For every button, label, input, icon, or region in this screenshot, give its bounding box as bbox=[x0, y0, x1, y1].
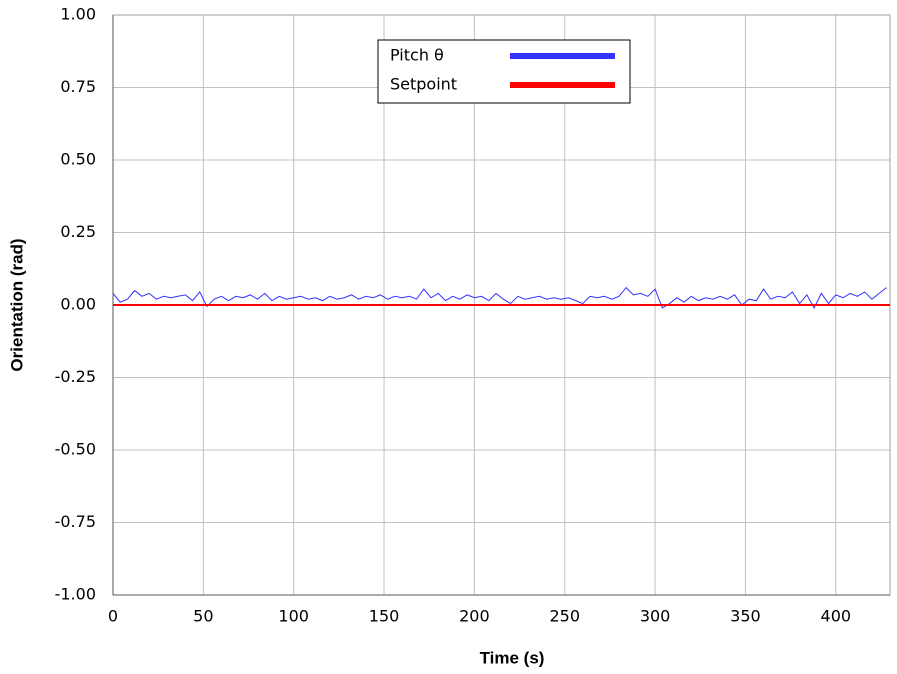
x-tick-label: 100 bbox=[278, 607, 309, 626]
x-tick-label: 150 bbox=[369, 607, 400, 626]
legend-label: Pitch θ bbox=[390, 46, 444, 65]
x-tick-label: 50 bbox=[193, 607, 213, 626]
x-tick-label: 300 bbox=[640, 607, 671, 626]
x-tick-label: 400 bbox=[821, 607, 852, 626]
x-tick-label: 350 bbox=[730, 607, 761, 626]
x-tick-label: 200 bbox=[459, 607, 490, 626]
y-tick-label: 0.75 bbox=[60, 77, 96, 96]
data-line bbox=[112, 286, 887, 309]
y-tick-label: -1.00 bbox=[55, 585, 96, 604]
y-tick-label: 0.25 bbox=[60, 222, 96, 241]
x-axis-label: Time (s) bbox=[480, 648, 545, 667]
legend-label: Setpoint bbox=[390, 75, 457, 94]
y-tick-label: -0.75 bbox=[55, 512, 96, 531]
x-tick-label: 0 bbox=[108, 607, 118, 626]
x-tick-label: 250 bbox=[549, 607, 580, 626]
y-tick-label: 1.00 bbox=[60, 5, 96, 24]
legend-box bbox=[377, 39, 631, 104]
y-axis-label: Orientation (rad) bbox=[7, 238, 26, 371]
y-tick-label: -0.25 bbox=[55, 367, 96, 386]
y-tick-label: -0.50 bbox=[55, 440, 96, 459]
y-tick-label: 0.50 bbox=[60, 150, 96, 169]
y-tick-label: 0.00 bbox=[60, 295, 96, 314]
